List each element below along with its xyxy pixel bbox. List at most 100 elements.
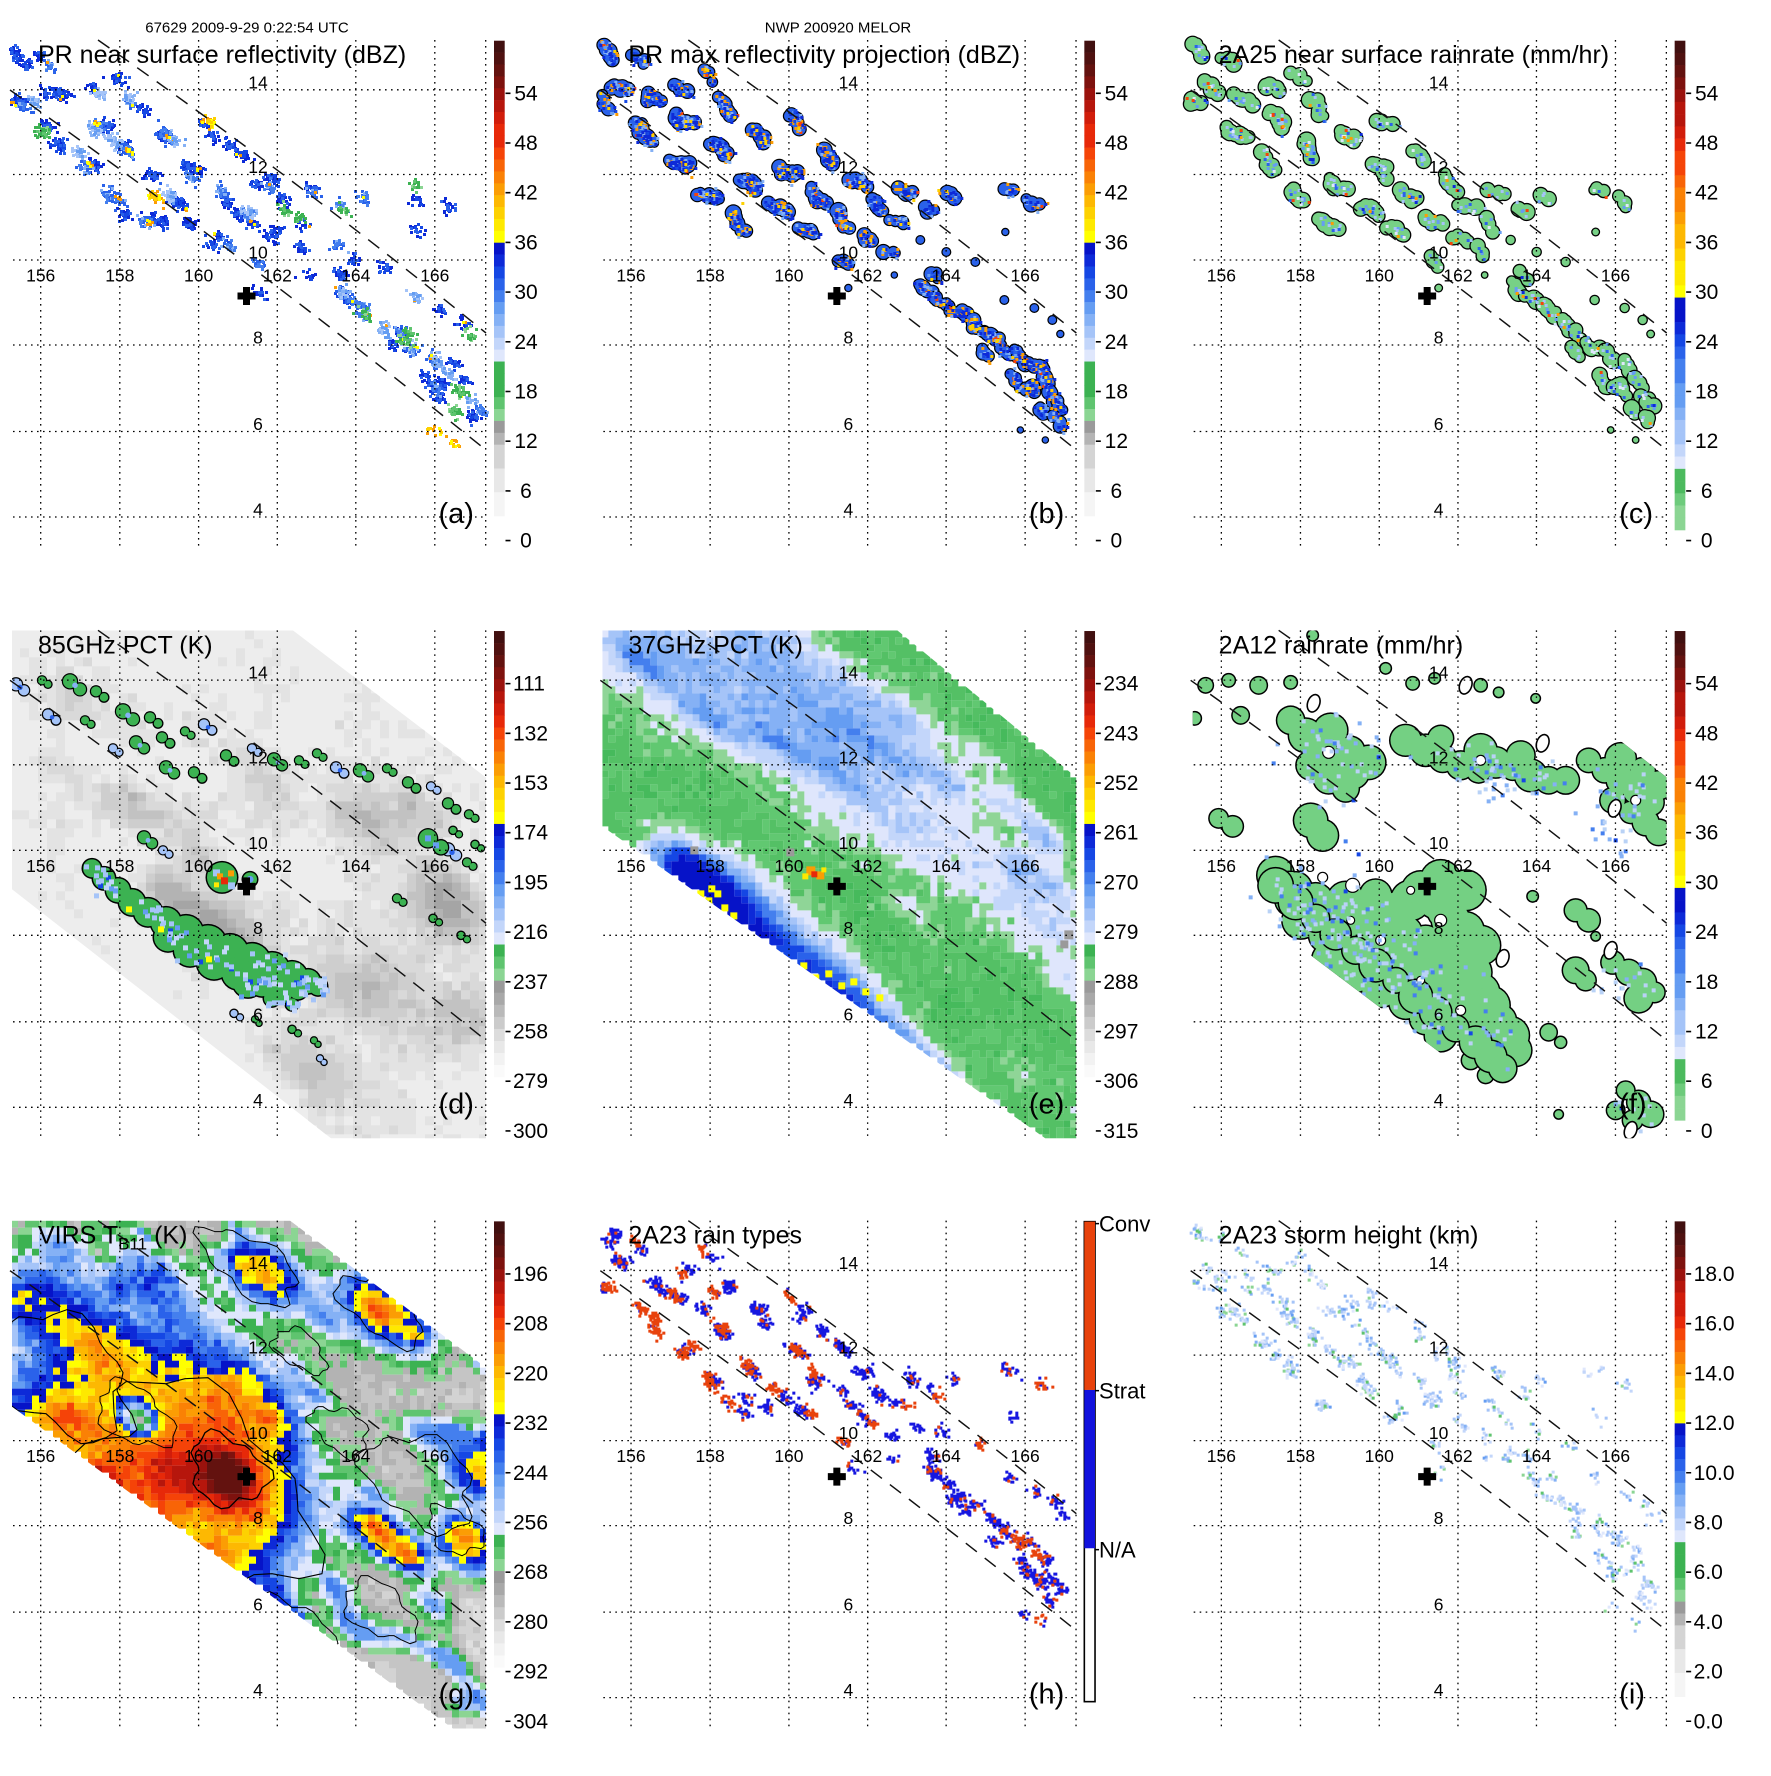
svg-text:252: 252 — [1103, 772, 1138, 795]
svg-text:156: 156 — [1207, 266, 1236, 286]
svg-text:234: 234 — [1103, 673, 1138, 696]
svg-text:270: 270 — [1103, 871, 1138, 894]
svg-text:6: 6 — [1110, 480, 1122, 503]
svg-text:48: 48 — [1695, 132, 1718, 155]
svg-text:4: 4 — [1434, 500, 1444, 520]
svg-text:2A23 storm height (km): 2A23 storm height (km) — [1219, 1222, 1479, 1250]
svg-text:14: 14 — [248, 663, 268, 683]
svg-text:10: 10 — [248, 243, 268, 263]
svg-text:(d): (d) — [439, 1088, 474, 1120]
svg-text:164: 164 — [341, 1446, 370, 1466]
svg-text:160: 160 — [1365, 266, 1394, 286]
svg-text:10: 10 — [839, 833, 859, 853]
svg-text:160: 160 — [184, 1446, 213, 1466]
svg-text:12.0: 12.0 — [1694, 1412, 1735, 1435]
svg-text:162: 162 — [1443, 856, 1472, 876]
svg-text:232: 232 — [513, 1412, 548, 1435]
svg-text:10: 10 — [1429, 243, 1449, 263]
svg-text:12: 12 — [1429, 1338, 1448, 1358]
svg-text:10: 10 — [1429, 833, 1449, 853]
svg-text:24: 24 — [1695, 921, 1719, 944]
svg-text:8: 8 — [1434, 328, 1444, 348]
svg-text:258: 258 — [513, 1021, 548, 1044]
svg-text:158: 158 — [1286, 856, 1315, 876]
svg-text:4.0: 4.0 — [1694, 1611, 1723, 1634]
svg-text:280: 280 — [513, 1611, 548, 1634]
svg-text:54: 54 — [1695, 82, 1719, 105]
svg-text:30: 30 — [1105, 281, 1128, 304]
svg-text:PR max reflectivity projection: PR max reflectivity projection (dBZ) — [628, 41, 1020, 69]
svg-text:37GHz PCT (K): 37GHz PCT (K) — [628, 631, 803, 659]
svg-text:(f): (f) — [1619, 1088, 1646, 1120]
svg-text:158: 158 — [105, 856, 134, 876]
svg-text:162: 162 — [263, 1446, 292, 1466]
svg-text:12: 12 — [1695, 1021, 1718, 1044]
svg-text:162: 162 — [853, 266, 882, 286]
svg-text:PR near surface reflectivity (: PR near surface reflectivity (dBZ) — [38, 41, 406, 69]
svg-text:6: 6 — [253, 1595, 263, 1615]
svg-text:158: 158 — [105, 1446, 134, 1466]
svg-text:14: 14 — [1429, 72, 1449, 92]
svg-text:48: 48 — [1695, 722, 1718, 745]
svg-text:268: 268 — [513, 1561, 548, 1584]
svg-text:156: 156 — [1207, 1446, 1236, 1466]
svg-text:279: 279 — [1103, 921, 1138, 944]
svg-text:36: 36 — [514, 231, 537, 254]
svg-text:6.0: 6.0 — [1694, 1561, 1723, 1584]
svg-text:166: 166 — [420, 856, 449, 876]
svg-text:14: 14 — [839, 72, 859, 92]
svg-text:160: 160 — [774, 266, 803, 286]
svg-text:42: 42 — [1695, 182, 1718, 205]
svg-text:18.0: 18.0 — [1694, 1263, 1735, 1286]
svg-text:12: 12 — [839, 747, 858, 767]
svg-text:10: 10 — [839, 243, 859, 263]
svg-text:4: 4 — [1434, 1090, 1444, 1110]
svg-text:279: 279 — [513, 1070, 548, 1093]
svg-text:8: 8 — [1434, 1508, 1444, 1528]
svg-text:288: 288 — [1103, 971, 1138, 994]
svg-text:(h): (h) — [1029, 1679, 1064, 1711]
svg-text:160: 160 — [774, 856, 803, 876]
svg-text:8: 8 — [253, 918, 263, 938]
svg-text:(c): (c) — [1619, 498, 1653, 530]
svg-text:12: 12 — [839, 1338, 858, 1358]
svg-text:(i): (i) — [1619, 1679, 1645, 1711]
svg-text:42: 42 — [1695, 772, 1718, 795]
svg-text:164: 164 — [1522, 1446, 1551, 1466]
svg-text:166: 166 — [420, 1446, 449, 1466]
svg-text:12: 12 — [1105, 430, 1128, 453]
svg-text:30: 30 — [1695, 871, 1718, 894]
svg-text:8: 8 — [253, 1508, 263, 1528]
svg-text:12: 12 — [839, 157, 858, 177]
svg-text:4: 4 — [253, 1680, 263, 1700]
svg-text:164: 164 — [341, 266, 370, 286]
svg-text:2A12 rainrate (mm/hr): 2A12 rainrate (mm/hr) — [1219, 631, 1464, 659]
svg-text:18: 18 — [1695, 381, 1718, 404]
svg-text:12: 12 — [1429, 157, 1448, 177]
svg-text:4: 4 — [253, 1090, 263, 1110]
svg-text:4: 4 — [843, 1680, 853, 1700]
svg-text:Conv: Conv — [1099, 1212, 1150, 1237]
svg-text:162: 162 — [1443, 266, 1472, 286]
svg-text:156: 156 — [616, 266, 645, 286]
svg-text:0: 0 — [1110, 530, 1122, 553]
svg-text:85GHz PCT (K): 85GHz PCT (K) — [38, 631, 213, 659]
svg-text:156: 156 — [26, 1446, 55, 1466]
svg-text:(a): (a) — [439, 498, 474, 530]
svg-text:216: 216 — [513, 921, 548, 944]
svg-text:158: 158 — [1286, 1446, 1315, 1466]
svg-text:261: 261 — [1103, 822, 1138, 845]
svg-text:156: 156 — [1207, 856, 1236, 876]
svg-text:36: 36 — [1695, 231, 1718, 254]
svg-text:24: 24 — [1695, 331, 1719, 354]
svg-text:6: 6 — [843, 1004, 853, 1024]
svg-text:208: 208 — [513, 1313, 548, 1336]
svg-text:164: 164 — [1522, 266, 1551, 286]
svg-text:111: 111 — [513, 673, 545, 696]
svg-text:10: 10 — [839, 1423, 859, 1443]
svg-text:164: 164 — [341, 856, 370, 876]
svg-text:220: 220 — [513, 1362, 548, 1385]
svg-text:14: 14 — [839, 663, 859, 683]
svg-text:16.0: 16.0 — [1694, 1313, 1735, 1336]
svg-text:(b): (b) — [1029, 498, 1064, 530]
